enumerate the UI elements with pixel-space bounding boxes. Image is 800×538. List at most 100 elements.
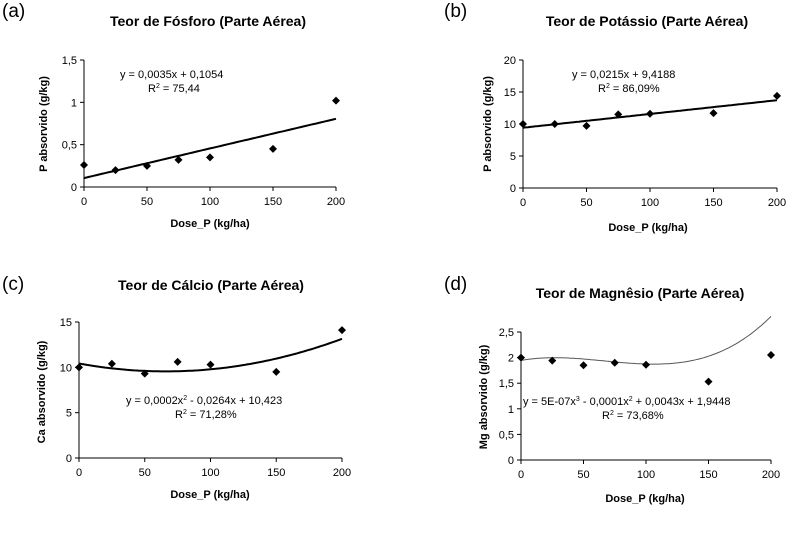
- data-point-b: [519, 120, 527, 128]
- panel-d: (d) Teor de Magnêsio (Parte Aérea) 0 0,5 1…: [444, 274, 780, 505]
- r-squared-b: R2 = 86,09%: [598, 83, 660, 95]
- chart-title-d: Teor de Magnêsio (Parte Aérea): [536, 285, 745, 301]
- y-tick-label-d: 2,5: [499, 327, 514, 339]
- data-point-c: [75, 363, 83, 372]
- x-tick-label-a: 200: [327, 196, 345, 208]
- y-tick-label-a: 1: [71, 97, 77, 109]
- data-point-b: [582, 121, 591, 130]
- y-tick-label-a: 0,5: [62, 140, 77, 152]
- x-axis-label-a: Dose_P (kg/ha): [170, 218, 250, 230]
- x-tick-label-b: 50: [580, 197, 592, 209]
- y-axis-label-b: P absorvido (g/kg): [482, 76, 494, 172]
- x-axis-label-c: Dose_P (kg/ha): [170, 489, 250, 501]
- r-squared-d: R2 = 73,68%: [602, 410, 664, 422]
- x-tick-label-a: 50: [141, 196, 153, 208]
- x-tick-label-a: 150: [264, 196, 282, 208]
- data-point-b: [646, 109, 654, 118]
- equation-a: y = 0,0035x + 0,1054: [120, 69, 223, 81]
- plot-area-a: 0 0,5 1 1,5 0 50 100 150 200: [62, 55, 345, 208]
- x-tick-label-d: 150: [699, 469, 717, 481]
- panel-letter-a: (a): [2, 1, 25, 22]
- y-tick-label-a: 1,5: [62, 55, 77, 67]
- r-squared-c: R2 = 71,28%: [175, 409, 237, 421]
- trendline-d: [520, 316, 772, 365]
- x-tick-label-d: 100: [637, 469, 655, 481]
- equation-c: y = 0,0002x2 - 0,0264x + 10,423: [126, 395, 282, 407]
- data-point-d: [642, 360, 650, 369]
- y-axis-label-a: P absorvido (g/kg): [38, 76, 50, 172]
- trendline-c: [78, 337, 343, 373]
- y-tick-label-c: 10: [60, 362, 72, 374]
- panel-letter-b: (b): [444, 1, 467, 22]
- y-tick-label-b: 15: [504, 87, 516, 99]
- y-tick-label-d: 0: [508, 455, 514, 467]
- chart-title-a: Teor de Fósforo (Parte Aérea): [110, 13, 306, 29]
- data-point-a: [143, 161, 151, 170]
- y-axis-label-c: Ca absorvido (g/kg): [36, 340, 48, 443]
- data-point-d: [579, 361, 588, 370]
- data-point-b: [550, 120, 559, 128]
- data-point-c: [338, 326, 346, 335]
- x-tick-label-c: 50: [139, 467, 151, 479]
- data-point-c: [206, 360, 215, 369]
- x-tick-label-c: 150: [267, 467, 285, 479]
- equation-b: y = 0,0215x + 9,4188: [572, 69, 675, 81]
- data-point-b: [773, 91, 781, 100]
- r-squared-a: R2 = 75,44: [148, 83, 200, 95]
- data-point-b: [614, 110, 623, 119]
- y-tick-label-c: 0: [66, 453, 72, 465]
- data-point-c: [107, 359, 116, 368]
- data-point-a: [269, 144, 277, 153]
- y-tick-label-b: 5: [510, 151, 516, 163]
- panel-b: (b) Teor de Potássio (Parte Aérea) 0 5 10 1…: [444, 1, 786, 234]
- y-tick-label-d: 2: [508, 353, 514, 365]
- data-point-d: [767, 351, 775, 360]
- data-point-d: [548, 356, 557, 365]
- x-tick-label-b: 0: [520, 197, 526, 209]
- x-tick-label-d: 50: [577, 469, 589, 481]
- panel-c: (c) Teor de Cálcio (Parte Aérea) 0 5 10 150…: [2, 274, 351, 501]
- data-point-b: [709, 109, 718, 118]
- data-point-c: [173, 357, 182, 366]
- data-point-c: [140, 369, 149, 378]
- data-point-a: [174, 155, 183, 164]
- x-axis-label-d: Dose_P (kg/ha): [605, 493, 685, 505]
- y-tick-label-c: 5: [66, 408, 72, 420]
- equation-d: y = 5E-07x3 - 0,0001x2 + 0,0043x + 1,944…: [523, 396, 731, 408]
- data-point-d: [517, 353, 525, 362]
- x-tick-label-b: 100: [641, 197, 659, 209]
- y-axis-label-d: Mg absorvido (g/kg): [478, 344, 490, 449]
- trendline-a: [83, 117, 337, 180]
- x-tick-label-c: 200: [333, 467, 351, 479]
- x-tick-label-c: 100: [201, 467, 219, 479]
- x-tick-label-a: 0: [81, 196, 87, 208]
- chart-title-b: Teor de Potássio (Parte Aérea): [546, 13, 748, 29]
- x-axis-label-b: Dose_P (kg/ha): [608, 222, 688, 234]
- data-point-a: [111, 166, 120, 175]
- y-tick-label-a: 0: [71, 182, 77, 194]
- panel-a: (a) Teor de Fósforo (Parte Aérea) 0 0,5 1 1…: [2, 1, 345, 230]
- x-tick-label-a: 100: [201, 196, 219, 208]
- y-tick-label-b: 20: [504, 55, 516, 67]
- data-point-a: [80, 160, 88, 169]
- y-tick-label-d: 1,5: [499, 378, 514, 390]
- plot-area-d: 0 0,5 1 1,5 2 2,5 0 50 100 150 200: [499, 316, 780, 481]
- data-point-c: [272, 367, 281, 376]
- y-tick-label-b: 10: [504, 119, 516, 131]
- x-tick-label-d: 0: [518, 469, 524, 481]
- y-tick-label-b: 0: [510, 183, 516, 195]
- data-point-d: [704, 377, 713, 386]
- data-point-a: [332, 96, 340, 105]
- y-tick-label-d: 1: [508, 404, 514, 416]
- x-tick-label-b: 200: [768, 197, 786, 209]
- panel-letter-d: (d): [444, 274, 467, 295]
- data-point-a: [206, 153, 214, 162]
- data-point-d: [610, 358, 619, 367]
- x-tick-label-b: 150: [704, 197, 722, 209]
- x-tick-label-d: 200: [762, 469, 780, 481]
- chart-title-c: Teor de Cálcio (Parte Aérea): [118, 277, 304, 293]
- panel-letter-c: (c): [2, 274, 24, 295]
